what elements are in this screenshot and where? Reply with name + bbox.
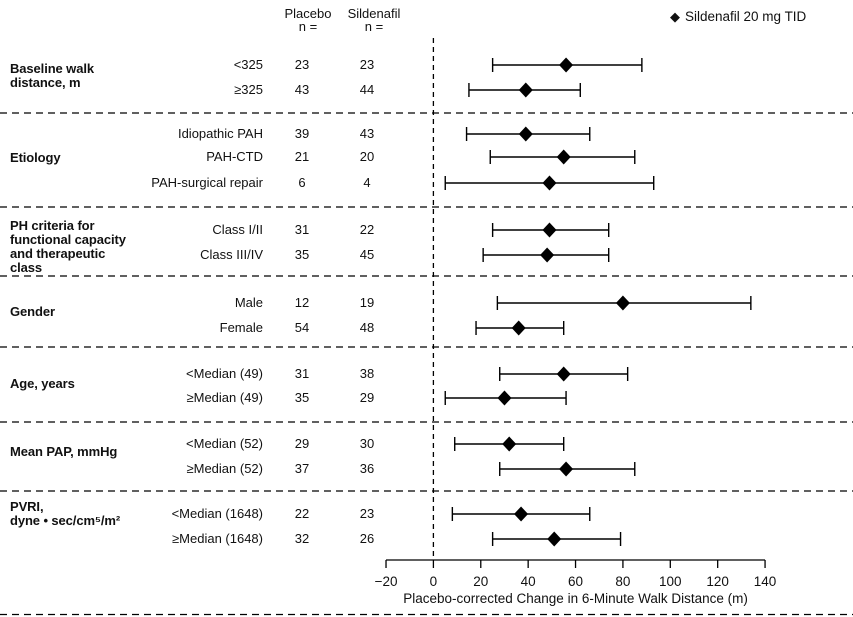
x-axis-tick-label: 100 — [659, 574, 682, 589]
x-axis-tick-label: −20 — [375, 574, 398, 589]
diamond-point-estimate — [556, 366, 571, 382]
forest-row — [444, 390, 567, 406]
forest-row — [468, 82, 581, 98]
x-axis-title: Placebo-corrected Change in 6-Minute Wal… — [403, 591, 748, 606]
sildenafil-n-value: 20 — [359, 149, 375, 164]
x-axis-tick-label: 0 — [430, 574, 438, 589]
subgroup-label: ≥Median (1648) — [172, 531, 263, 546]
placebo-n-value: 12 — [294, 295, 310, 310]
diamond-point-estimate — [511, 320, 526, 336]
sildenafil-n-value: 43 — [359, 126, 375, 141]
forest-row — [465, 126, 591, 142]
sildenafil-n-value: 23 — [359, 506, 375, 521]
diamond-point-estimate — [547, 531, 562, 547]
diamond-point-estimate — [502, 436, 517, 452]
subgroup-label: PAH-CTD — [206, 149, 263, 164]
group-label: PH criteria for functional capacity and … — [10, 218, 126, 275]
subgroup-label: Male — [234, 295, 263, 310]
diamond-point-estimate — [514, 506, 529, 522]
sildenafil-n-value: 30 — [359, 436, 375, 451]
legend: ◆ Sildenafil 20 mg TID — [670, 9, 806, 25]
forest-row — [475, 320, 565, 336]
group-label: Gender — [10, 304, 55, 319]
x-axis-tick-label: 140 — [754, 574, 777, 589]
subgroup-label: Female — [219, 320, 263, 335]
subgroup-label: Idiopathic PAH — [177, 126, 263, 141]
forest-row — [451, 506, 591, 522]
group-label: Mean PAP, mmHg — [10, 444, 118, 459]
diamond-point-estimate — [559, 461, 574, 477]
subgroup-label: ≥325 — [234, 82, 263, 97]
sildenafil-n-value: 29 — [359, 390, 375, 405]
placebo-n-value: 35 — [294, 390, 310, 405]
sildenafil-n-value: 44 — [359, 82, 375, 97]
subgroup-label: <Median (1648) — [171, 506, 263, 521]
subgroup-label: <Median (49) — [186, 366, 263, 381]
legend-label: Sildenafil 20 mg TID — [685, 9, 807, 24]
placebo-n-value: 37 — [294, 461, 310, 476]
diamond-marker-icon: ◆ — [670, 9, 680, 24]
x-axis-tick-label: 80 — [615, 574, 630, 589]
placebo-n-value: 23 — [294, 57, 310, 72]
diamond-point-estimate — [540, 247, 555, 263]
subgroup-label: Class I/II — [212, 222, 263, 237]
group-label: PVRI, dyne • sec/cm⁵/m² — [10, 499, 121, 528]
x-axis-tick-label: 40 — [521, 574, 536, 589]
forest-row — [491, 222, 610, 238]
forest-row — [489, 149, 636, 165]
placebo-n-value: 29 — [294, 436, 310, 451]
subgroup-label: ≥Median (49) — [186, 390, 263, 405]
forest-row — [454, 436, 565, 452]
forest-row — [499, 461, 636, 477]
placebo-n-value: 39 — [294, 126, 310, 141]
x-axis-tick-label: 20 — [473, 574, 488, 589]
placebo-column-header: Placebo n = — [284, 6, 332, 34]
sildenafil-n-value: 22 — [359, 222, 375, 237]
diamond-point-estimate — [518, 82, 533, 98]
placebo-n-value: 32 — [294, 531, 310, 546]
sildenafil-n-value: 19 — [359, 295, 375, 310]
sildenafil-n-value: 4 — [363, 175, 371, 190]
x-axis-tick-label: 60 — [568, 574, 583, 589]
sildenafil-n-value: 23 — [359, 57, 375, 72]
diamond-point-estimate — [542, 175, 557, 191]
diamond-point-estimate — [556, 149, 571, 165]
sildenafil-n-value: 38 — [359, 366, 375, 381]
subgroup-label: ≥Median (52) — [186, 461, 263, 476]
sildenafil-column-header: Sildenafil n = — [347, 6, 401, 34]
placebo-n-value: 31 — [294, 366, 310, 381]
placebo-n-value: 35 — [294, 247, 310, 262]
diamond-point-estimate — [559, 57, 574, 73]
subgroup-label: <Median (52) — [186, 436, 263, 451]
diamond-point-estimate — [518, 126, 533, 142]
forest-row — [496, 295, 752, 311]
placebo-n-value: 21 — [294, 149, 310, 164]
placebo-n-value: 22 — [294, 506, 310, 521]
subgroup-label: PAH-surgical repair — [151, 175, 263, 190]
forest-row — [491, 57, 643, 73]
placebo-n-value: 31 — [294, 222, 310, 237]
x-axis-tick-label: 120 — [706, 574, 729, 589]
sildenafil-n-value: 45 — [359, 247, 375, 262]
placebo-n-value: 43 — [294, 82, 310, 97]
group-label: Baseline walk distance, m — [10, 61, 94, 90]
placebo-n-value: 6 — [298, 175, 306, 190]
placebo-n-value: 54 — [294, 320, 310, 335]
forest-row — [499, 366, 629, 382]
diamond-point-estimate — [615, 295, 630, 311]
group-label: Etiology — [10, 150, 61, 165]
forest-row — [482, 247, 610, 263]
diamond-point-estimate — [497, 390, 512, 406]
forest-row — [444, 175, 655, 191]
sildenafil-n-value: 48 — [359, 320, 375, 335]
subgroup-label: Class III/IV — [200, 247, 263, 262]
forest-row — [491, 531, 622, 547]
diamond-point-estimate — [542, 222, 557, 238]
sildenafil-n-value: 26 — [359, 531, 375, 546]
sildenafil-n-value: 36 — [359, 461, 375, 476]
group-label: Age, years — [10, 376, 75, 391]
subgroup-label: <325 — [233, 57, 263, 72]
